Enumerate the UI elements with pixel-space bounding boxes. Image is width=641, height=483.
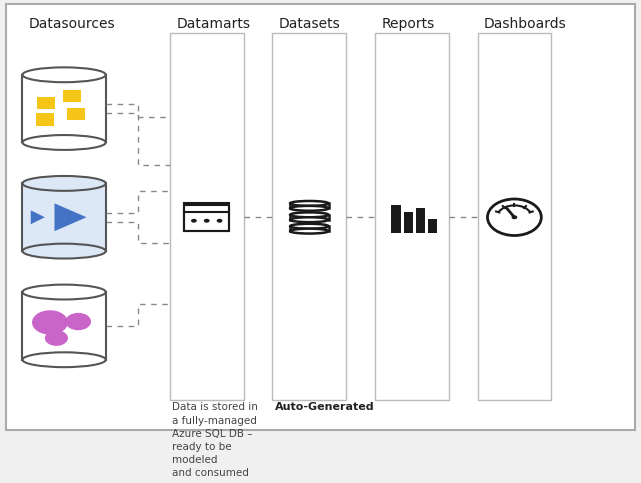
Ellipse shape [290, 201, 328, 206]
Ellipse shape [290, 213, 328, 217]
Text: Reports: Reports [381, 17, 435, 31]
FancyBboxPatch shape [391, 205, 401, 233]
FancyBboxPatch shape [185, 205, 229, 215]
FancyBboxPatch shape [170, 32, 244, 400]
FancyBboxPatch shape [415, 208, 426, 233]
Ellipse shape [290, 217, 328, 222]
FancyBboxPatch shape [185, 213, 229, 231]
FancyBboxPatch shape [67, 108, 85, 120]
Ellipse shape [512, 215, 517, 219]
FancyBboxPatch shape [63, 89, 81, 102]
Ellipse shape [22, 352, 106, 367]
Ellipse shape [191, 219, 197, 223]
Ellipse shape [290, 228, 328, 234]
FancyBboxPatch shape [6, 4, 635, 430]
FancyBboxPatch shape [290, 226, 328, 231]
FancyBboxPatch shape [290, 215, 328, 220]
FancyBboxPatch shape [272, 32, 346, 400]
Ellipse shape [290, 224, 328, 228]
FancyBboxPatch shape [375, 32, 449, 400]
Ellipse shape [22, 284, 106, 299]
Text: Auto-Generated: Auto-Generated [275, 402, 374, 412]
Ellipse shape [290, 206, 328, 211]
FancyBboxPatch shape [36, 114, 54, 126]
Text: Dashboards: Dashboards [484, 17, 567, 31]
Ellipse shape [22, 176, 106, 191]
Text: Data is stored in
a fully-managed
Azure SQL DB –
ready to be
modeled
and consume: Data is stored in a fully-managed Azure … [172, 402, 258, 478]
Text: Datasets: Datasets [279, 17, 340, 31]
FancyBboxPatch shape [404, 212, 413, 233]
Ellipse shape [217, 219, 222, 223]
Ellipse shape [65, 313, 91, 330]
FancyBboxPatch shape [37, 98, 55, 110]
Text: Datasources: Datasources [29, 17, 115, 31]
Ellipse shape [22, 244, 106, 258]
FancyBboxPatch shape [478, 32, 551, 400]
FancyBboxPatch shape [428, 219, 437, 233]
Ellipse shape [22, 135, 106, 150]
Polygon shape [54, 203, 87, 231]
FancyBboxPatch shape [290, 203, 328, 208]
Text: Datamarts: Datamarts [176, 17, 250, 31]
Polygon shape [31, 210, 45, 224]
FancyBboxPatch shape [22, 292, 106, 360]
Ellipse shape [22, 67, 106, 82]
Ellipse shape [45, 330, 68, 346]
Ellipse shape [204, 219, 210, 223]
FancyBboxPatch shape [22, 75, 106, 142]
Ellipse shape [32, 310, 68, 335]
Ellipse shape [488, 199, 542, 236]
FancyBboxPatch shape [22, 184, 106, 251]
